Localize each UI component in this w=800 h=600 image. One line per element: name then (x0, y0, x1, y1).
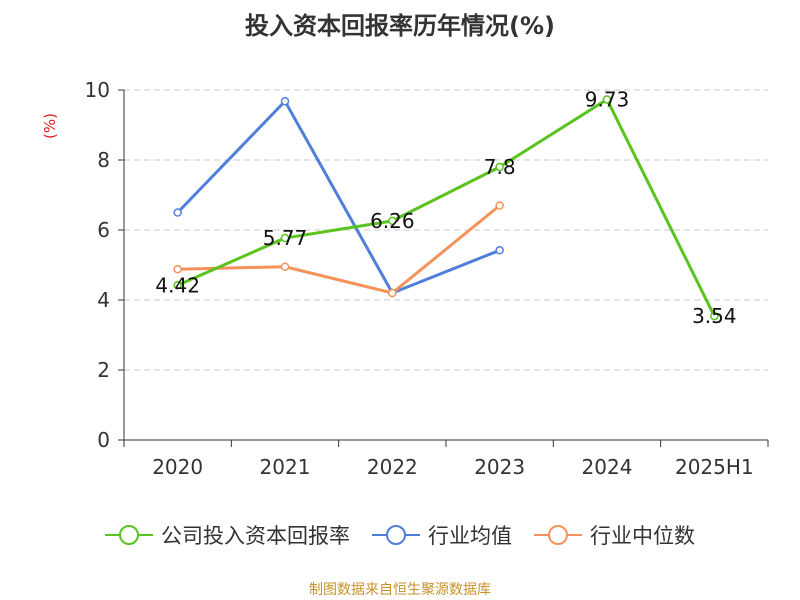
series-line-industry-avg (176, 99, 501, 295)
legend-item-industry-median[interactable]: 行业中位数 (534, 520, 695, 550)
data-point-industry-median (280, 262, 290, 271)
y-tick-label: 2 (97, 358, 110, 382)
series-line-company (177, 97, 716, 317)
data-label: 9.73 (585, 87, 630, 111)
data-point-company (710, 311, 719, 321)
y-tick-label: 0 (97, 428, 110, 452)
y-tick-label: 10 (85, 78, 110, 102)
x-tick-label: 2025H1 (675, 455, 754, 479)
data-point-company (602, 95, 612, 104)
legend-item-company[interactable]: 公司投入资本回报率 (105, 520, 350, 550)
data-point-company (388, 216, 397, 226)
x-tick-label: 2021 (260, 455, 311, 479)
data-label: 6.26 (370, 209, 415, 233)
data-point-industry-median (173, 264, 182, 274)
data-point-company (173, 281, 182, 290)
data-label: 4.42 (155, 273, 200, 297)
chart-title: 投入资本回报率历年情况(%) (245, 12, 555, 40)
x-tick-label: 2023 (474, 455, 525, 479)
x-tick-label: 2024 (582, 455, 633, 479)
x-tick-label: 2020 (152, 455, 203, 479)
data-label: 7.8 (484, 155, 516, 179)
data-point-company (280, 233, 290, 243)
legend-line-marker-icon (534, 525, 582, 545)
legend-item-industry-avg[interactable]: 行业均值 (372, 520, 512, 550)
data-point-industry-avg (173, 208, 182, 217)
data-point-industry-avg (280, 96, 290, 106)
y-tick-label: 8 (97, 148, 110, 172)
data-point-industry-median (388, 288, 397, 298)
y-tick-label: 4 (97, 288, 110, 312)
legend-line-marker-icon (372, 525, 420, 545)
series-line-industry-median (177, 204, 501, 295)
data-label: 3.54 (692, 304, 737, 328)
data-point-industry-avg (495, 246, 504, 255)
legend-label-company: 公司投入资本回报率 (161, 524, 350, 548)
legend: 公司投入资本回报率 行业均值 行业中位数 (0, 520, 800, 550)
data-label: 5.77 (263, 226, 308, 250)
x-tick-label: 2022 (367, 455, 418, 479)
data-point-industry-median (495, 201, 504, 210)
legend-label-industry-median: 行业中位数 (590, 524, 695, 548)
data-point-company (495, 162, 504, 172)
data-source-note: 制图数据来自恒生聚源数据库 (309, 582, 491, 598)
legend-label-industry-avg: 行业均值 (428, 524, 512, 548)
legend-line-marker-icon (105, 525, 153, 545)
y-tick-label: 6 (97, 218, 110, 242)
